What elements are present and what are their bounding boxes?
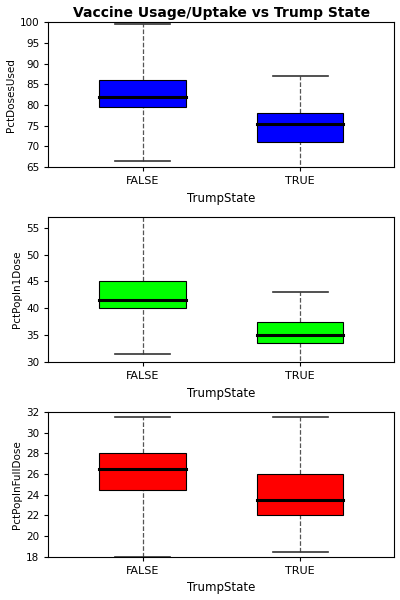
Title: Vaccine Usage/Uptake vs Trump State: Vaccine Usage/Uptake vs Trump State bbox=[73, 5, 370, 20]
Bar bbox=[257, 113, 343, 142]
Bar bbox=[257, 322, 343, 343]
Y-axis label: PctPopInFullDose: PctPopInFullDose bbox=[12, 440, 22, 529]
Y-axis label: PctDosesUsed: PctDosesUsed bbox=[6, 58, 16, 131]
Bar bbox=[100, 454, 186, 490]
Bar bbox=[257, 474, 343, 515]
X-axis label: TrumpState: TrumpState bbox=[187, 581, 256, 595]
X-axis label: TrumpState: TrumpState bbox=[187, 191, 256, 205]
Bar bbox=[100, 281, 186, 308]
Y-axis label: PctPopIn1Dose: PctPopIn1Dose bbox=[12, 251, 22, 328]
X-axis label: TrumpState: TrumpState bbox=[187, 386, 256, 400]
Bar bbox=[100, 80, 186, 107]
